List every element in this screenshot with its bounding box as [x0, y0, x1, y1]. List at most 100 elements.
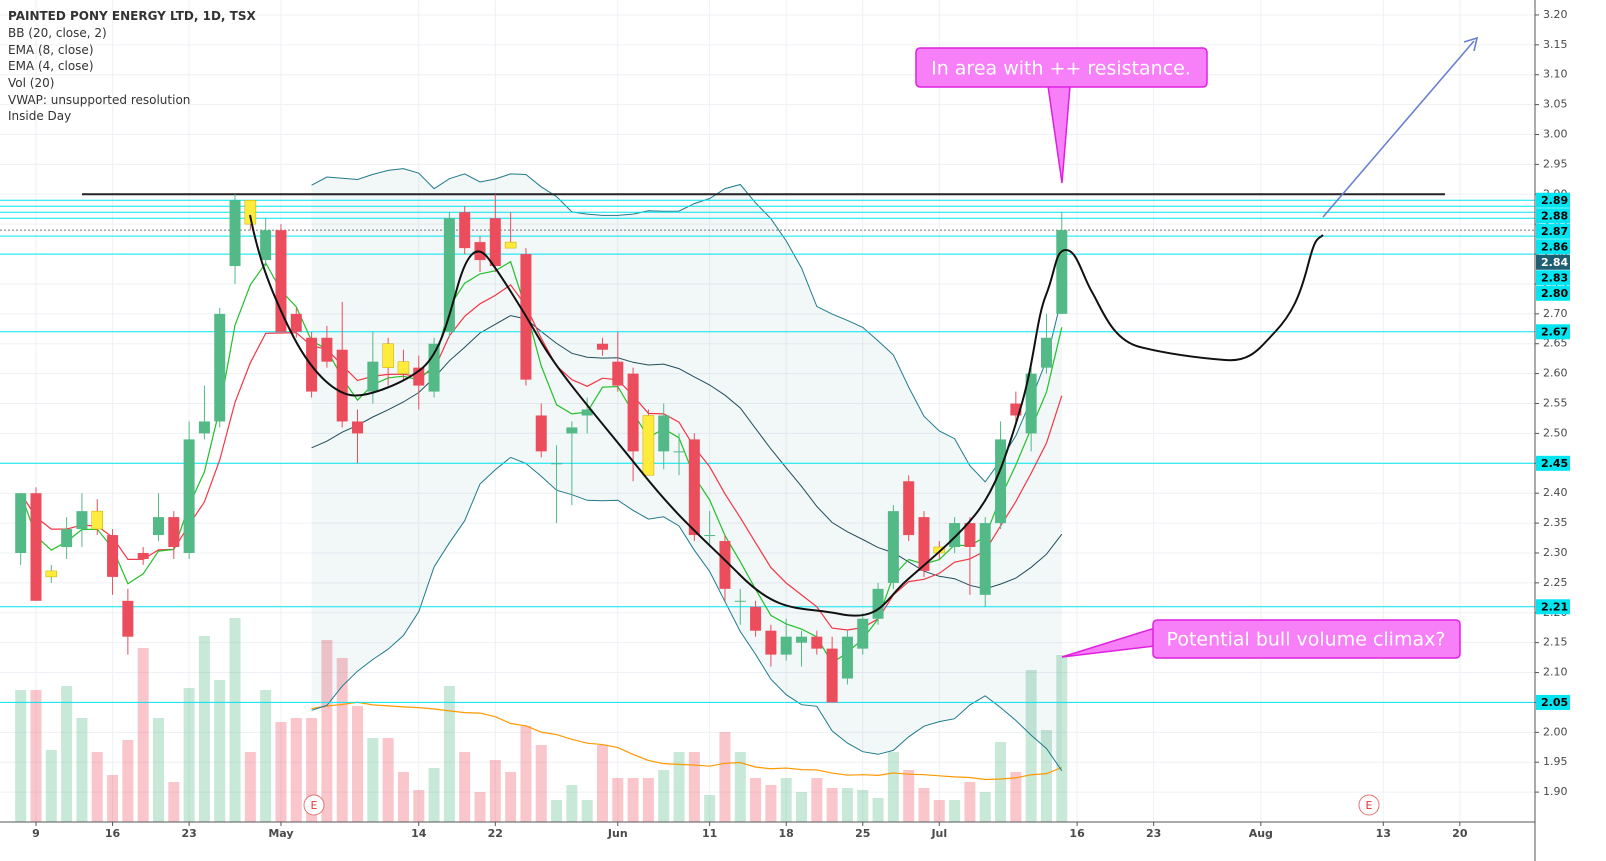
- x-tick-label: 14: [411, 827, 427, 840]
- candle-body: [30, 493, 42, 601]
- level-box: [1536, 192, 1570, 208]
- y-tick-label: 3.10: [1543, 68, 1568, 81]
- candle-body: [811, 636, 823, 649]
- level-label: 2.86: [1541, 240, 1568, 253]
- y-tick-label: 2.65: [1543, 337, 1568, 350]
- candle-body: [551, 463, 563, 465]
- last-price-box: [1536, 254, 1570, 270]
- candle-body: [91, 510, 103, 530]
- volume-bar: [551, 800, 563, 822]
- volume-bar: [183, 688, 195, 822]
- level-label: 2.21: [1541, 600, 1568, 613]
- callout: Potential bull volume climax?: [1061, 619, 1461, 659]
- volume-bar: [949, 800, 961, 822]
- candle-body: [841, 636, 853, 679]
- volume-bar: [168, 782, 180, 822]
- candle-body: [459, 212, 471, 249]
- x-tick-label: 23: [1146, 827, 1161, 840]
- indicator-label[interactable]: EMA (8, close): [8, 43, 94, 57]
- volume-bar: [780, 778, 792, 822]
- y-tick-label: 2.00: [1543, 725, 1568, 738]
- candle-body: [704, 535, 716, 537]
- band-fill: [311, 168, 1062, 771]
- y-tick-label: 2.10: [1543, 666, 1568, 679]
- candle-body: [443, 218, 455, 332]
- candle-body: [290, 313, 302, 332]
- x-tick-label: Aug: [1249, 827, 1273, 840]
- y-tick-label: 2.70: [1543, 307, 1568, 320]
- candle-body: [719, 541, 731, 589]
- y-tick-label: 2.30: [1543, 546, 1568, 559]
- y-tick-label: 1.95: [1543, 755, 1568, 768]
- candle-body: [1040, 337, 1052, 368]
- indicator-label[interactable]: Inside Day: [8, 109, 71, 123]
- y-tick-label: 2.40: [1543, 486, 1568, 499]
- volume-bar: [505, 772, 517, 822]
- volume-bar: [903, 770, 915, 822]
- candle-body: [122, 600, 134, 637]
- volume-bar: [933, 800, 945, 822]
- callout: In area with ++ resistance.: [915, 47, 1208, 184]
- candle-body: [995, 439, 1007, 524]
- x-tick-label: 25: [855, 827, 870, 840]
- symbol-title: PAINTED PONY ENERGY LTD, 1D, TSX: [8, 9, 256, 23]
- volume-bar: [964, 782, 976, 822]
- volume-bar: [750, 778, 762, 822]
- x-tick-label: 20: [1452, 827, 1468, 840]
- candle-body: [535, 415, 547, 452]
- x-tick-label: 13: [1376, 827, 1391, 840]
- candle-body: [198, 421, 210, 434]
- volume-bar: [428, 768, 440, 822]
- volume-bar: [45, 750, 57, 822]
- volume-bar: [979, 792, 991, 822]
- candle-body: [321, 337, 333, 362]
- level-label: 2.89: [1541, 194, 1568, 207]
- candle-body: [428, 343, 440, 392]
- volume-ma-line: [311, 701, 1063, 781]
- candle-body: [229, 200, 241, 267]
- candle-body: [61, 529, 73, 548]
- indicator-label[interactable]: Vol (20): [8, 76, 54, 90]
- y-tick-label: 2.50: [1543, 426, 1568, 439]
- volume-bar: [1040, 730, 1052, 822]
- volume-bar: [76, 718, 88, 822]
- volume-bar: [841, 788, 853, 822]
- candle-body: [168, 517, 180, 548]
- y-tick-label: 2.25: [1543, 576, 1568, 589]
- candle-body: [964, 523, 976, 548]
- candle-body: [857, 618, 869, 649]
- volume-bar: [688, 752, 700, 822]
- volume-bar: [244, 752, 256, 822]
- indicator-label[interactable]: VWAP: unsupported resolution: [8, 93, 190, 107]
- y-tick-label: 3.05: [1543, 98, 1568, 111]
- volume-bar: [122, 740, 134, 822]
- y-tick-label: 3.20: [1543, 8, 1568, 21]
- volume-bar: [918, 788, 930, 822]
- volume-bar: [995, 742, 1007, 822]
- level-box: [1536, 270, 1570, 286]
- volume-bar: [796, 792, 808, 822]
- volume-bar: [152, 718, 164, 822]
- candle-body: [397, 361, 410, 374]
- candle-body: [596, 343, 608, 350]
- indicator-label[interactable]: BB (20, close, 2): [8, 26, 107, 40]
- candle-body: [1025, 373, 1037, 434]
- candle-body: [903, 481, 915, 536]
- level-label: 2.80: [1541, 287, 1568, 300]
- volume-bar: [107, 775, 119, 822]
- indicator-label[interactable]: EMA (4, close): [8, 59, 94, 73]
- candle-body: [382, 343, 394, 368]
- candle-body: [673, 451, 685, 453]
- volume-bar: [382, 738, 394, 822]
- earnings-marker[interactable]: E: [1358, 794, 1380, 816]
- level-box: [1536, 239, 1570, 255]
- level-box: [1536, 223, 1570, 239]
- candle-body: [183, 439, 195, 553]
- earnings-marker[interactable]: E: [303, 794, 325, 816]
- candle-body: [489, 218, 501, 267]
- volume-bar: [872, 798, 884, 822]
- earnings-label: E: [311, 799, 318, 812]
- callout-text: Potential bull volume climax?: [1167, 629, 1446, 651]
- volume-bar: [30, 690, 42, 822]
